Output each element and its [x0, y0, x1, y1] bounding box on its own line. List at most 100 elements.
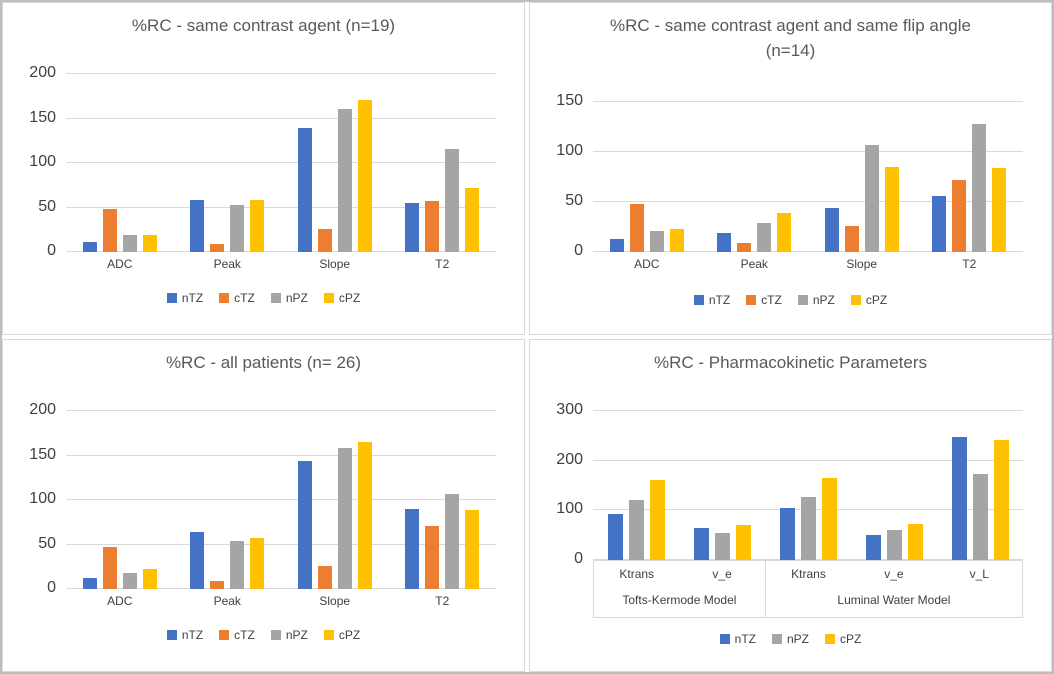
y-axis-tick-label: 50	[38, 534, 56, 552]
x-axis-category-label: T2	[435, 594, 450, 608]
bar-cTZ-slope	[317, 565, 332, 589]
legend-label: cTZ	[761, 293, 782, 307]
y-axis-tick-label: 200	[29, 64, 56, 81]
bar-nPZ-adc	[649, 231, 664, 252]
x-axis-category-label: Ktrans	[619, 567, 655, 581]
y-axis-tick-label: 0	[574, 242, 583, 259]
x-axis-category-label: Peak	[740, 257, 768, 271]
x-axis-category-label: Slope	[846, 257, 878, 271]
chart-panel-same-contrast-and-flip-angle: %RC - same contrast agent and same flip …	[529, 2, 1052, 335]
legend-swatch-cTZ	[219, 630, 230, 640]
bar-nPZ-peak	[230, 540, 245, 589]
bar-nPZ-peak	[757, 223, 772, 252]
gridline	[66, 251, 496, 252]
bar-nPZ-v_l	[972, 474, 988, 560]
bar-cPZ-peak	[250, 200, 265, 252]
y-axis-tick-label: 50	[565, 192, 583, 210]
bar-cPZ-ktrans	[649, 479, 665, 560]
bar-nPZ-ktrans	[800, 497, 816, 560]
legend-swatch-nPZ	[771, 634, 782, 644]
chart-panel-pharmacokinetic-parameters: %RC - Pharmacokinetic Parameters 0 100 200 3…	[529, 339, 1052, 672]
chart-panel-all-patients: %RC - all patients (n= 26) 0 50 100 150 200 AD…	[2, 339, 525, 672]
gridline	[66, 73, 496, 74]
y-axis-tick-label: 100	[29, 490, 56, 507]
legend-item-cTZ: cTZ	[219, 291, 255, 305]
category-axis: ADC Peak Slope T2	[593, 252, 1023, 271]
legend-swatch-nTZ	[719, 634, 730, 644]
bar-cTZ-t2	[425, 525, 440, 589]
bar-nTZ-slope	[297, 128, 312, 252]
legend-swatch-cPZ	[850, 295, 861, 305]
bar-cluster-adc	[66, 74, 174, 252]
y-axis-tick-label: 150	[29, 108, 56, 126]
bar-nPZ-slope	[337, 108, 352, 252]
gridline	[66, 588, 496, 589]
bar-nTZ-peak	[190, 532, 205, 589]
chart-title-line: %RC - same contrast agent and same flip …	[610, 16, 971, 35]
legend-item-nPZ: nPZ	[771, 632, 809, 646]
chart-title: %RC - all patients (n= 26)	[23, 351, 504, 376]
legend-label: cPZ	[865, 293, 888, 307]
bar-nTZ-t2	[405, 203, 420, 252]
bar-nTZ-ktrans	[607, 514, 623, 560]
bar-cluster-v_e	[851, 411, 937, 560]
legend-swatch-nPZ	[797, 295, 808, 305]
gridline	[66, 162, 496, 163]
y-axis-tick-label: 100	[556, 500, 583, 518]
chart-title: %RC - same contrast agent and same flip …	[550, 14, 1031, 63]
bar-cluster-adc	[66, 411, 174, 589]
bar-nTZ-adc	[609, 239, 624, 252]
x-axis-category-label: Peak	[213, 257, 241, 271]
bar-cPZ-ktrans	[821, 478, 837, 560]
legend-item-cPZ: cPZ	[850, 293, 888, 307]
bar-cluster-slope	[281, 74, 389, 252]
bar-cPZ-v_e	[735, 525, 751, 560]
gridline	[593, 151, 1023, 152]
legend-label: nPZ	[285, 628, 308, 642]
axis-group-label: Luminal Water Model	[837, 593, 951, 607]
legend-label: nPZ	[285, 291, 308, 305]
bar-nTZ-peak	[190, 199, 205, 252]
bar-cluster-t2	[916, 102, 1024, 252]
y-axis-tick-label: 0	[574, 550, 583, 567]
bar-groups	[66, 411, 496, 589]
bar-nPZ-t2	[445, 148, 460, 252]
bar-cTZ-slope	[844, 226, 859, 252]
legend-label: nTZ	[734, 632, 756, 646]
bar-nPZ-t2	[972, 124, 987, 252]
gridline	[593, 201, 1023, 202]
bar-cPZ-peak	[777, 213, 792, 252]
bar-cluster-ktrans	[593, 411, 679, 560]
legend-item-cTZ: cTZ	[219, 628, 255, 642]
x-axis-category-label: Peak	[213, 594, 241, 608]
bar-cTZ-peak	[737, 243, 752, 252]
legend-label: cPZ	[338, 628, 361, 642]
bar-cluster-slope	[281, 411, 389, 589]
legend-item-nPZ: nPZ	[270, 628, 308, 642]
bar-nTZ-slope	[297, 460, 312, 589]
gridline	[66, 117, 496, 119]
bar-nPZ-adc	[122, 572, 137, 589]
chart-panel-same-contrast-agent: %RC - same contrast agent (n=19) 0 50 100 15…	[2, 2, 525, 335]
x-axis-category-label: ADC	[107, 594, 133, 608]
bar-cPZ-t2	[992, 168, 1007, 252]
chart-title-line: %RC - all patients (n= 26)	[165, 353, 362, 372]
legend-label: nTZ	[181, 291, 204, 305]
legend: nTZ nPZ cPZ	[530, 632, 1051, 646]
legend-item-nTZ: nTZ	[166, 291, 204, 305]
bar-nPZ-peak	[230, 204, 245, 252]
bar-cluster-slope	[808, 102, 916, 252]
x-axis-category-label: Slope	[319, 594, 351, 608]
bar-nTZ-t2	[405, 508, 420, 589]
axis-group-label: Tofts-Kermode Model	[622, 593, 737, 607]
legend-item-cPZ: cPZ	[323, 291, 361, 305]
x-axis-category-label: ADC	[634, 257, 660, 271]
axis-category-row: Ktrans v_e	[594, 561, 765, 587]
legend-label: nPZ	[786, 632, 809, 646]
legend-label: cPZ	[338, 291, 361, 305]
y-axis-tick-label: 0	[47, 242, 56, 259]
legend-item-nTZ: nTZ	[719, 632, 756, 646]
x-axis-category-label: T2	[435, 257, 450, 271]
legend-item-nTZ: nTZ	[693, 293, 730, 307]
gridline	[66, 206, 496, 208]
